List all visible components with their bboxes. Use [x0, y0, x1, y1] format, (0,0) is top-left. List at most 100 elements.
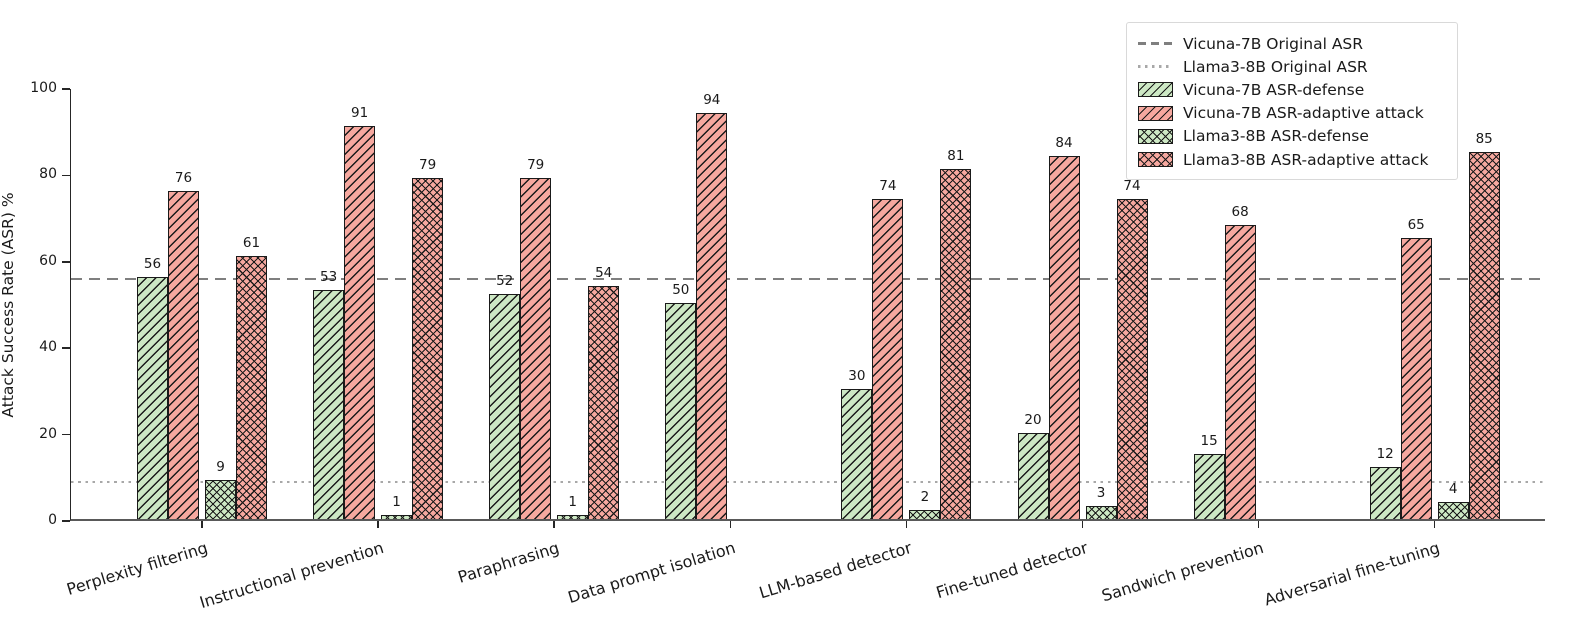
- bar-llama3-8b-asr-adaptive-attack: [236, 255, 267, 519]
- bar-value-label: 61: [242, 234, 261, 251]
- bar-vicuna-7b-asr-adaptive-attack: [344, 125, 376, 519]
- legend-item-vicuna-7b-asr-defense: Vicuna-7B ASR-defense: [1138, 78, 1446, 101]
- legend-cross-patch-swatch: [1138, 128, 1173, 144]
- legend-item-vicuna-7b-asr-adaptive-attack: Vicuna-7B ASR-adaptive attack: [1138, 102, 1446, 125]
- x-tick-mark: [729, 521, 732, 528]
- group-instructional-prevention: 53 91 1 79: [313, 87, 444, 519]
- bar-value-label: 84: [1055, 135, 1073, 152]
- bar-vicuna-7b-asr-adaptive-attack: [1048, 156, 1080, 519]
- group-data-prompt-isolation: 50 94: [665, 87, 795, 519]
- plot-area: 0 20 40 60 80 100 56 76 9 61 Perplexity filtering 5…: [30, 81, 1545, 612]
- x-tick-mark: [553, 521, 555, 528]
- bar-vicuna-7b-asr-defense: [489, 294, 521, 519]
- bar-llama3-8b-asr-defense: [1437, 501, 1469, 519]
- legend-diagonal-patch-swatch: [1138, 105, 1173, 121]
- bar-llama3-8b-asr-adaptive-attack: [588, 285, 620, 519]
- x-tick-mark: [1433, 521, 1436, 528]
- legend-cross-patch-swatch: [1138, 152, 1173, 168]
- x-tick-mark: [377, 521, 379, 528]
- bar-value-label: 68: [1231, 204, 1249, 221]
- legend-label: Vicuna-7B ASR-adaptive attack: [1183, 104, 1424, 123]
- y-tick-label: 20: [39, 425, 57, 442]
- bar-value-label: 15: [1200, 433, 1218, 450]
- y-tick-label: 80: [39, 166, 57, 183]
- bar-vicuna-7b-asr-defense: [665, 303, 697, 519]
- x-label-instructional-prevention: Instructional prevention: [197, 538, 386, 613]
- group-paraphrasing: 52 79 1 54: [489, 87, 620, 519]
- bar-llama3-8b-asr-defense: [557, 514, 589, 519]
- group-adversarial-fine-tuning: 12 65 4 85: [1369, 87, 1500, 519]
- legend-diagonal-patch-swatch: [1138, 82, 1173, 98]
- group-perplexity-filtering: 56 76 9 61: [137, 87, 267, 519]
- bar-llama3-8b-asr-adaptive-attack: [1116, 199, 1148, 519]
- bar-value-label: 12: [1376, 446, 1394, 463]
- bar-vicuna-7b-asr-adaptive-attack: [520, 177, 552, 519]
- y-tick-label: 100: [30, 80, 57, 96]
- x-tick-mark: [1081, 521, 1084, 528]
- bar-vicuna-7b-asr-defense: [1369, 467, 1401, 519]
- legend-dashed-line-swatch: [1138, 42, 1173, 45]
- bar-vicuna-7b-asr-defense: [1017, 432, 1049, 519]
- bar-value-label: 50: [672, 282, 690, 298]
- y-tick-mark: [62, 433, 70, 436]
- bar-vicuna-7b-asr-defense: [1193, 454, 1225, 519]
- bar-value-label: 91: [351, 104, 369, 121]
- bar-value-label: 76: [174, 169, 193, 186]
- group-fine-tuned-detector: 20 84 3 74: [1017, 87, 1148, 519]
- bar-vicuna-7b-asr-adaptive-attack: [168, 190, 199, 519]
- x-label-adversarial-fine-tuning: Adversarial fine-tuning: [1262, 538, 1443, 610]
- bar-llama3-8b-asr-adaptive-attack: [1468, 151, 1500, 519]
- bar-vicuna-7b-asr-adaptive-attack: [1224, 225, 1256, 519]
- x-label-data-prompt-isolation: Data prompt isolation: [565, 538, 738, 608]
- x-tick-mark: [1257, 521, 1260, 528]
- x-label-perplexity-filtering: Perplexity filtering: [64, 538, 210, 599]
- bar-value-label: 56: [143, 256, 162, 273]
- bar-value-label: 1: [568, 493, 577, 510]
- bar-vicuna-7b-asr-adaptive-attack: [872, 199, 904, 519]
- legend-item-llama3-8b-asr-adaptive-attack: Llama3-8B ASR-adaptive attack: [1138, 148, 1446, 171]
- bar-value-label: 52: [496, 273, 514, 290]
- legend-label: Vicuna-7B Original ASR: [1183, 34, 1364, 53]
- x-tick-mark: [201, 521, 203, 528]
- y-tick-label: 40: [39, 339, 57, 356]
- bar-value-label: 53: [320, 269, 338, 285]
- bar-value-label: 79: [419, 156, 437, 173]
- bar-llama3-8b-asr-defense: [205, 480, 236, 519]
- bar-value-label: 20: [1024, 411, 1042, 428]
- legend-item-llama3-8b-original-asr: Llama3-8B Original ASR: [1138, 55, 1446, 78]
- refline-llama3-8b-original-asr: [71, 480, 1545, 484]
- y-tick-label: 0: [48, 512, 57, 528]
- bar-llama3-8b-asr-defense: [1085, 506, 1117, 519]
- bar-llama3-8b-asr-adaptive-attack: [940, 169, 972, 519]
- y-axis-label: Attack Success Rate (ASR) %: [0, 192, 17, 418]
- legend-dotted-line-swatch: [1138, 65, 1173, 69]
- legend-label: Llama3-8B ASR-adaptive attack: [1183, 150, 1429, 169]
- bar-llama3-8b-asr-adaptive-attack: [412, 177, 444, 519]
- y-tick-mark: [62, 347, 70, 349]
- refline-vicuna-7b-original-asr: [71, 277, 1545, 281]
- bar-vicuna-7b-asr-defense: [841, 389, 873, 519]
- y-tick-mark: [62, 520, 70, 522]
- legend: Vicuna-7B Original ASR Llama3-8B Original…: [1126, 22, 1458, 181]
- bar-value-label: 54: [595, 264, 613, 281]
- bar-vicuna-7b-asr-defense: [313, 290, 345, 519]
- x-label-paraphrasing: Paraphrasing: [455, 538, 562, 587]
- bar-value-label: 4: [1448, 480, 1458, 497]
- bar-value-label: 30: [848, 368, 866, 385]
- bar-value-label: 79: [527, 156, 545, 173]
- bar-value-label: 2: [920, 489, 930, 506]
- legend-label: Llama3-8B Original ASR: [1183, 57, 1368, 76]
- bar-value-label: 94: [703, 91, 721, 108]
- y-tick-mark: [62, 261, 70, 263]
- bar-value-label: 85: [1475, 130, 1493, 147]
- bar-vicuna-7b-asr-adaptive-attack: [696, 112, 728, 519]
- bar-vicuna-7b-asr-adaptive-attack: [1400, 238, 1432, 519]
- bar-value-label: 3: [1096, 485, 1106, 501]
- y-tick-label: 60: [39, 252, 57, 269]
- bar-llama3-8b-asr-defense: [381, 514, 413, 519]
- bar-vicuna-7b-asr-defense: [137, 277, 168, 519]
- bar-value-label: 65: [1407, 217, 1425, 234]
- group-sandwich-prevention: 15 68: [1193, 87, 1324, 519]
- group-llm-based-detector: 30 74 2 81: [841, 87, 972, 519]
- bar-llama3-8b-asr-defense: [909, 510, 941, 519]
